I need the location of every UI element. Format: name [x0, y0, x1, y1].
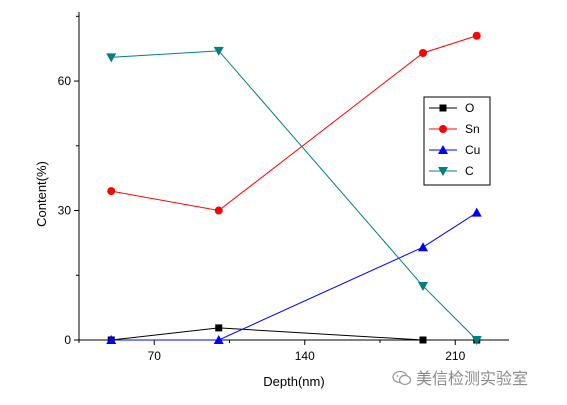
y-axis: 0 30 60 [58, 15, 79, 347]
x-tick-label: 210 [445, 349, 465, 363]
watermark-text: 美信检测实验室 [416, 369, 529, 388]
legend-marker-o [439, 104, 447, 112]
data-point-o [419, 336, 427, 344]
y-tick-label: 60 [58, 74, 72, 88]
legend-label-c: C [465, 164, 474, 178]
data-point-c [418, 282, 428, 292]
data-point-cu [418, 242, 428, 252]
data-point-c [106, 53, 117, 63]
legend-label-sn: Sn [465, 122, 480, 136]
series-line-o [111, 327, 477, 341]
series-line-cu [111, 212, 478, 341]
data-point-sn [419, 49, 427, 57]
legend-label-cu: Cu [465, 143, 480, 157]
watermark: 美信检测实验室 [392, 365, 528, 389]
data-point-cu [106, 335, 117, 344]
x-axis: 70 140 210 [78, 340, 466, 363]
x-tick-label: 140 [295, 349, 315, 363]
x-axis-label: Depth(nm) [263, 374, 324, 389]
data-point-sn [472, 31, 481, 40]
series-layer [106, 31, 482, 345]
data-point-o [215, 324, 223, 332]
legend-label-o: O [465, 101, 474, 115]
y-axis-label: Content(%) [34, 161, 49, 227]
y-tick-label: 0 [64, 333, 71, 347]
data-point-sn [107, 187, 116, 196]
y-tick-label: 30 [58, 204, 72, 218]
data-point-c [471, 336, 482, 345]
series-line-sn [111, 35, 477, 212]
data-point-sn [214, 206, 223, 215]
data-point-cu [471, 207, 482, 217]
data-point-c [213, 46, 224, 56]
series-line-c [111, 50, 478, 341]
legend: O Sn Cu C [423, 96, 491, 186]
wechat-icon [392, 370, 412, 386]
x-tick-label: 70 [148, 349, 162, 363]
legend-marker-c [438, 167, 448, 176]
data-point-cu [213, 335, 224, 344]
legend-marker-sn [439, 125, 447, 133]
legend-box [423, 96, 491, 186]
legend-marker-cu [438, 145, 448, 154]
